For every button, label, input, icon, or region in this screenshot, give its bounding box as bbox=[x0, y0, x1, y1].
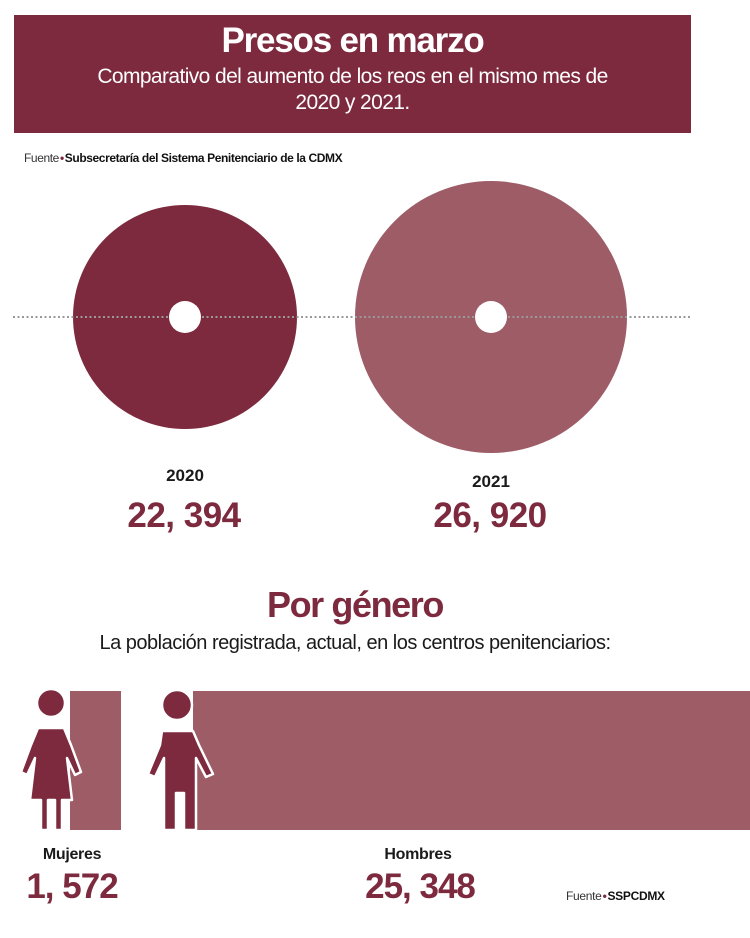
bubble-2021-hole bbox=[475, 301, 507, 333]
gender-value-hombres: 25, 348 bbox=[365, 867, 476, 906]
gender-value-mujeres: 1, 572 bbox=[26, 867, 118, 906]
source-label: Fuente bbox=[566, 889, 602, 903]
gender-bar-chart bbox=[19, 687, 750, 832]
section-subtitle: La población registrada, actual, en los … bbox=[99, 632, 611, 654]
year-label-2021: 2021 bbox=[472, 472, 510, 491]
gender-label-hombres: Hombres bbox=[384, 846, 452, 863]
source-bottom: Fuente•SSPCDMX bbox=[566, 889, 665, 903]
gender-label-mujeres: Mujeres bbox=[42, 846, 102, 863]
source-label: Fuente bbox=[24, 151, 59, 165]
bar-mujeres bbox=[70, 691, 121, 830]
bullet-icon: • bbox=[59, 151, 64, 165]
bubble-2020-hole bbox=[169, 301, 201, 333]
bar-hombres bbox=[193, 691, 750, 830]
bullet-icon: • bbox=[602, 889, 607, 903]
man-icon bbox=[146, 688, 215, 832]
source-value: SSPCDMX bbox=[607, 889, 665, 903]
year-value-2020: 22, 394 bbox=[127, 496, 241, 535]
source-value: Subsecretaría del Sistema Penitenciario … bbox=[64, 151, 343, 165]
year-value-2021: 26, 920 bbox=[433, 496, 547, 535]
source-top: Fuente•Subsecretaría del Sistema Peniten… bbox=[24, 151, 343, 165]
bubble-chart bbox=[13, 181, 692, 453]
section-title: Por género bbox=[266, 584, 444, 625]
page-subtitle: Comparativo del aumento de los reos en e… bbox=[97, 65, 608, 114]
woman-icon bbox=[19, 687, 83, 832]
page-title: Presos en marzo bbox=[221, 21, 484, 60]
year-label-2020: 2020 bbox=[166, 466, 204, 485]
header-banner: Presos en marzo Comparativo del aumento … bbox=[14, 15, 691, 133]
